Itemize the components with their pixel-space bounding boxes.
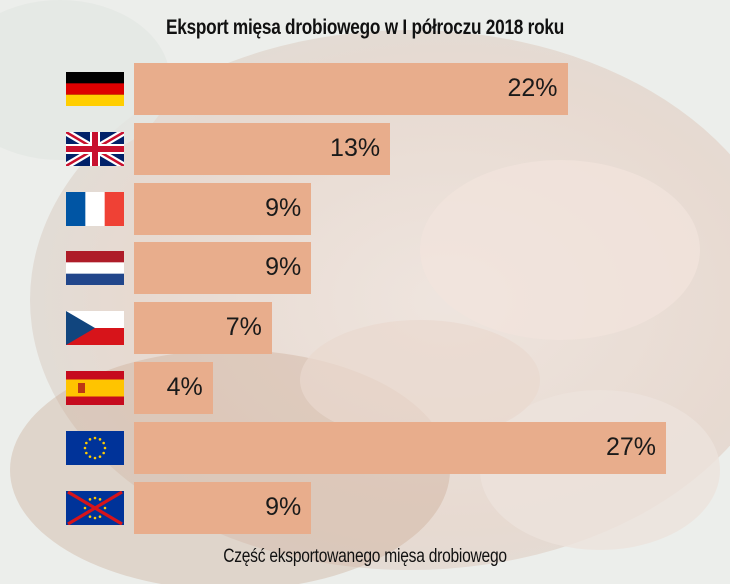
data-label: 27% bbox=[605, 432, 656, 461]
eu-crossed-flag-icon bbox=[66, 490, 124, 525]
bar: 27% bbox=[134, 421, 666, 474]
czech-flag-icon bbox=[66, 311, 124, 346]
bar-row-spain: 4% bbox=[0, 362, 730, 414]
data-label: 4% bbox=[166, 373, 203, 401]
bar: 22% bbox=[134, 63, 568, 115]
eu-flag-icon bbox=[66, 430, 124, 465]
bar-row-uk: 13% bbox=[0, 122, 730, 175]
bar: 13% bbox=[134, 122, 391, 175]
data-label: 13% bbox=[330, 133, 381, 162]
data-label: 9% bbox=[265, 253, 302, 282]
germany-flag-icon bbox=[66, 72, 124, 106]
bar: 9% bbox=[134, 481, 312, 534]
bar-row-germany: 22% bbox=[0, 63, 730, 115]
data-label: 9% bbox=[265, 492, 302, 521]
netherlands-flag-icon bbox=[66, 251, 124, 286]
bar: 9% bbox=[134, 242, 312, 295]
bar-row-czech: 7% bbox=[0, 302, 730, 355]
spain-flag-icon bbox=[66, 371, 124, 405]
uk-flag-icon bbox=[66, 131, 124, 166]
bar-row-eu: 27% bbox=[0, 421, 730, 474]
chart-title: Eksport mięsa drobiowego w I półroczu 20… bbox=[165, 16, 564, 39]
bar: 4% bbox=[134, 362, 213, 414]
bar-row-eu-crossed: 9% bbox=[0, 481, 730, 534]
data-label: 7% bbox=[225, 313, 262, 342]
data-label: 9% bbox=[265, 193, 302, 222]
bar-row-netherlands: 9% bbox=[0, 242, 730, 295]
bar: 9% bbox=[134, 182, 312, 235]
data-label: 22% bbox=[507, 74, 558, 102]
x-axis-label: Część eksportowanego mięsa drobiowego bbox=[223, 546, 507, 567]
bar-row-france: 9% bbox=[0, 182, 730, 235]
bar: 7% bbox=[134, 302, 272, 355]
france-flag-icon bbox=[66, 191, 124, 226]
